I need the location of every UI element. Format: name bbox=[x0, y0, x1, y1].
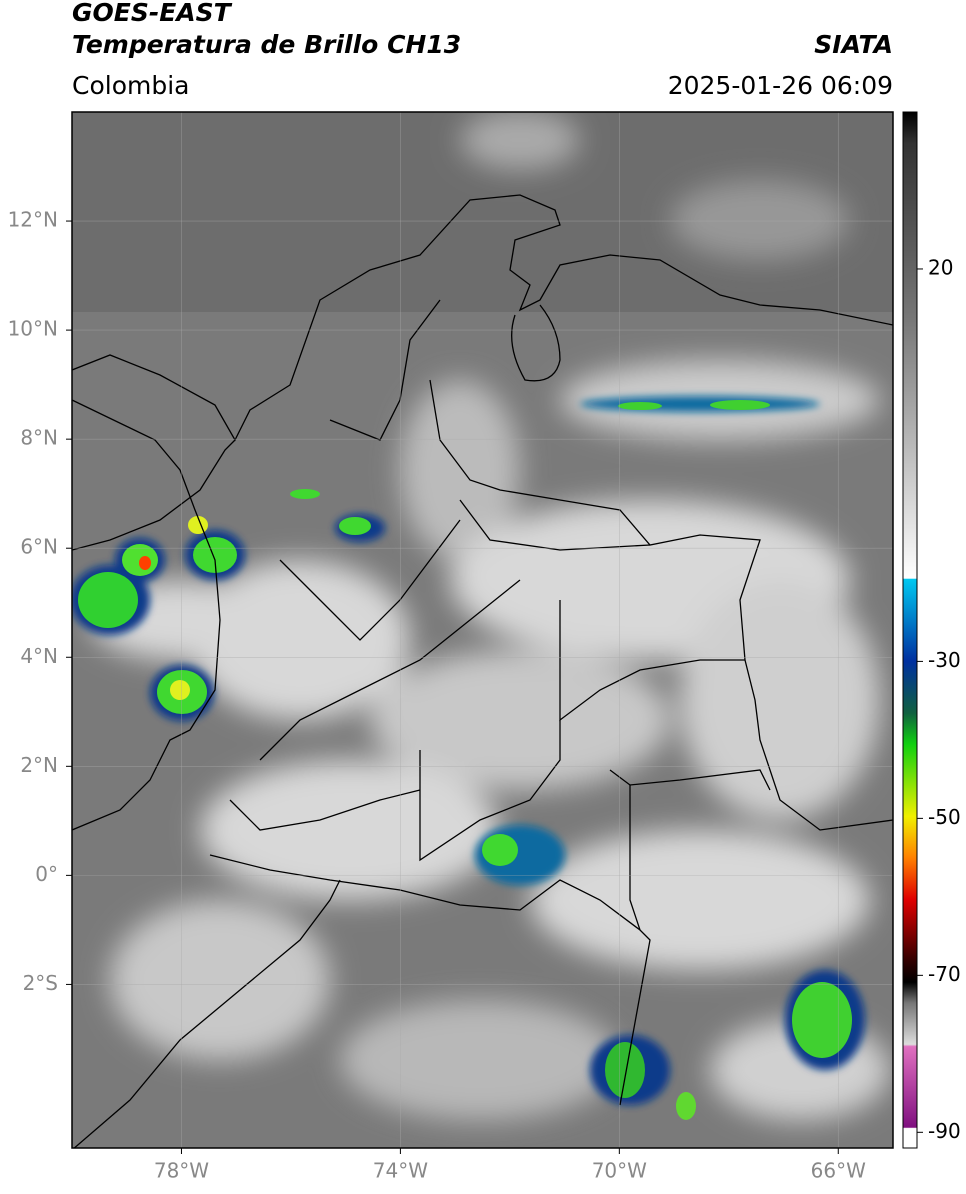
map-frame bbox=[71, 111, 894, 1149]
y-tick-label: 8°N bbox=[20, 426, 58, 450]
y-tick-label: 6°N bbox=[20, 535, 58, 559]
y-tick-label: 2°N bbox=[20, 753, 58, 777]
colorbar bbox=[902, 111, 918, 1149]
source: SIATA bbox=[814, 30, 893, 59]
subtitle: Temperatura de Brillo CH13 bbox=[72, 30, 461, 59]
y-tick-label: 0° bbox=[35, 862, 58, 886]
y-tick-label: 2°S bbox=[23, 971, 58, 995]
x-tick-label: 78°W bbox=[154, 1159, 209, 1183]
y-tick-label: 12°N bbox=[8, 208, 58, 232]
colorbar-tick-label: -70 bbox=[928, 962, 961, 986]
convective-cells bbox=[72, 396, 865, 1120]
y-tick-label: 4°N bbox=[20, 644, 58, 668]
x-tick-label: 66°W bbox=[811, 1159, 866, 1183]
colorbar-tick-label: -30 bbox=[928, 648, 961, 672]
region: Colombia bbox=[72, 71, 189, 100]
x-tick-label: 74°W bbox=[373, 1159, 428, 1183]
title: GOES-EAST bbox=[72, 0, 233, 27]
x-tick-label: 70°W bbox=[592, 1159, 647, 1183]
colorbar-tick-label: -90 bbox=[928, 1119, 961, 1143]
y-tick-label: 10°N bbox=[8, 317, 58, 341]
colorbar-tick-label: -50 bbox=[928, 805, 961, 829]
borders bbox=[72, 194, 893, 1148]
datetime: 2025-01-26 06:09 bbox=[668, 71, 893, 100]
grid bbox=[72, 112, 893, 1148]
colorbar-tick-label: 20 bbox=[928, 255, 953, 279]
satellite-image bbox=[72, 112, 893, 1148]
